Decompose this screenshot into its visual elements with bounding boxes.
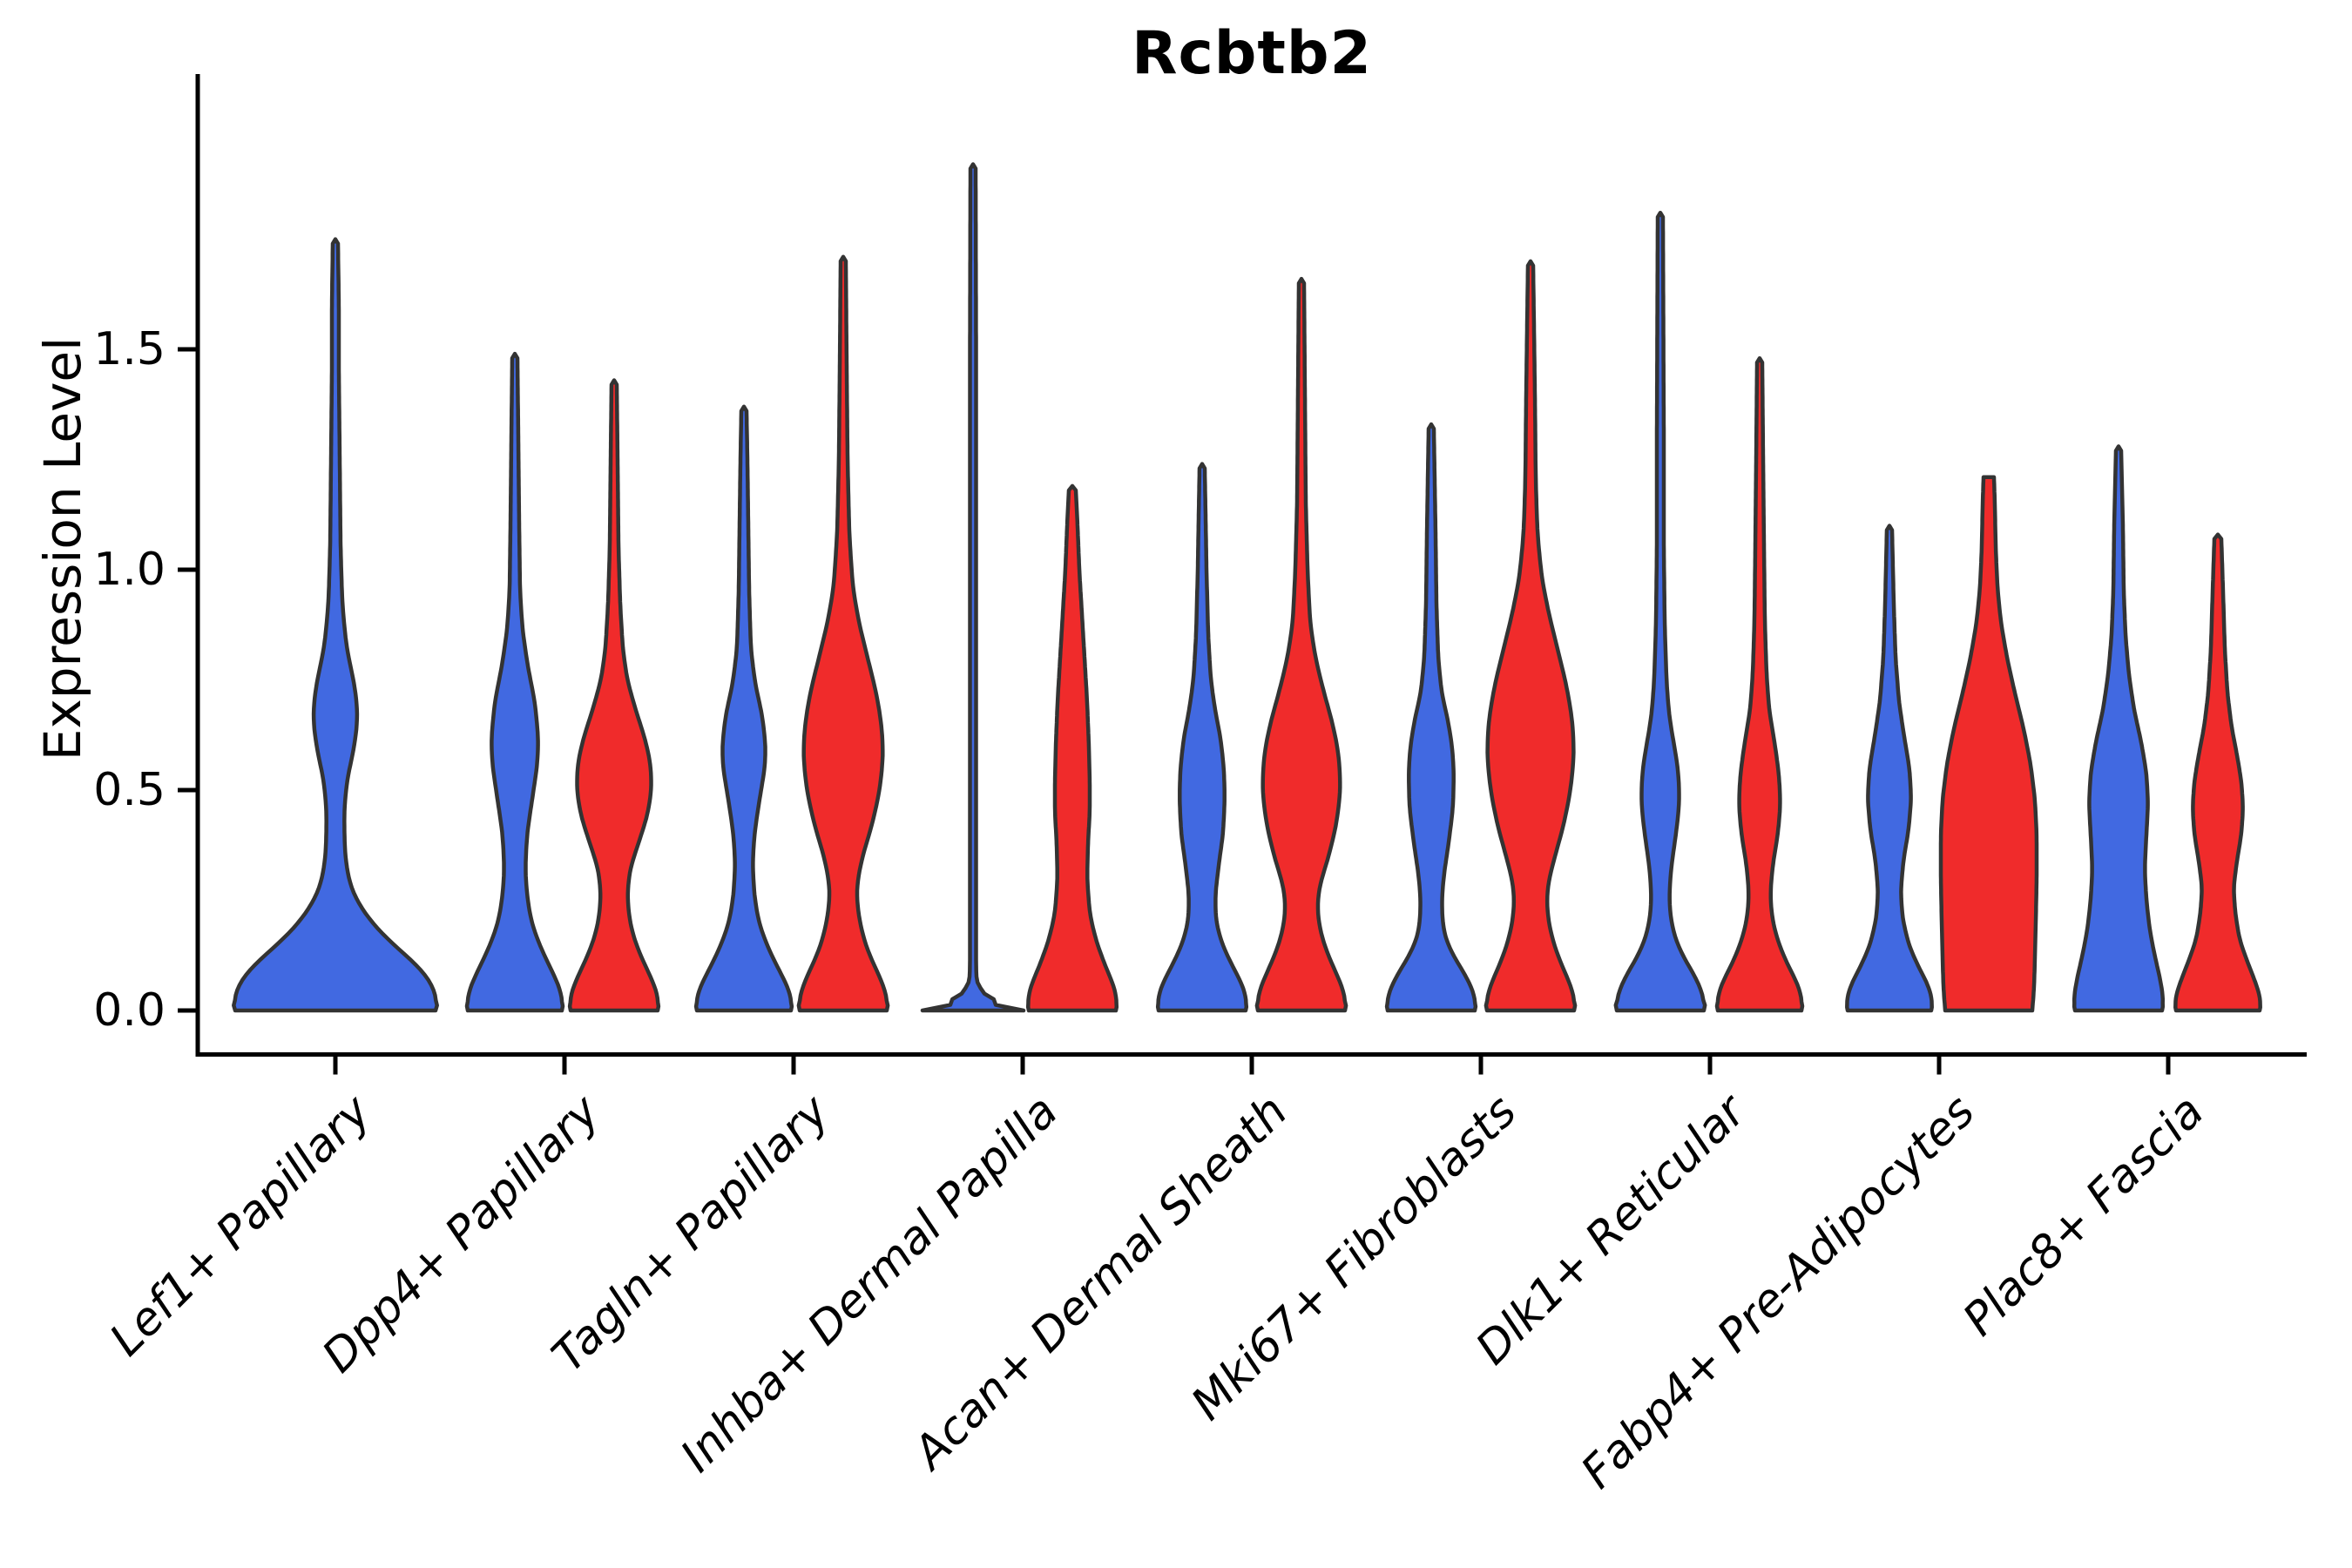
violin-mki67-fibroblasts-blue <box>1384 422 1478 1013</box>
violin-inhba-dermal-papilla-red <box>1025 483 1119 1013</box>
violin-dlk1-reticular-blue <box>1613 210 1707 1013</box>
y-tick-label-0: 0.0 <box>93 984 166 1037</box>
violin-acan-dermal-sheath-red <box>1254 276 1348 1013</box>
violin-lef1-papillary-blue <box>232 237 439 1013</box>
violin-tagln-papillary-blue <box>693 404 794 1013</box>
violin-plac8-fascia-blue <box>2072 444 2166 1013</box>
y-tick-label-3: 1.5 <box>93 323 166 375</box>
violin-dpp4-papillary-red <box>567 378 661 1013</box>
violin-acan-dermal-sheath-blue <box>1155 462 1249 1013</box>
violin-fabp4-pre-adipocytes-blue <box>1845 524 1934 1013</box>
violin-dpp4-papillary-blue <box>464 351 565 1013</box>
y-tick-label-1: 0.5 <box>93 764 166 816</box>
violin-inhba-dermal-papilla-blue <box>920 162 1026 1013</box>
y-tick-label-2: 1.0 <box>93 544 166 596</box>
violin-fabp4-pre-adipocytes-red <box>1938 475 2039 1013</box>
violin-mki67-fibroblasts-red <box>1484 259 1578 1013</box>
violin-tagln-papillary-red <box>796 254 890 1013</box>
chart-title: Rcbtb2 <box>1132 19 1372 88</box>
violin-dlk1-reticular-red <box>1714 355 1805 1013</box>
violin-plac8-fascia-red <box>2173 532 2262 1013</box>
